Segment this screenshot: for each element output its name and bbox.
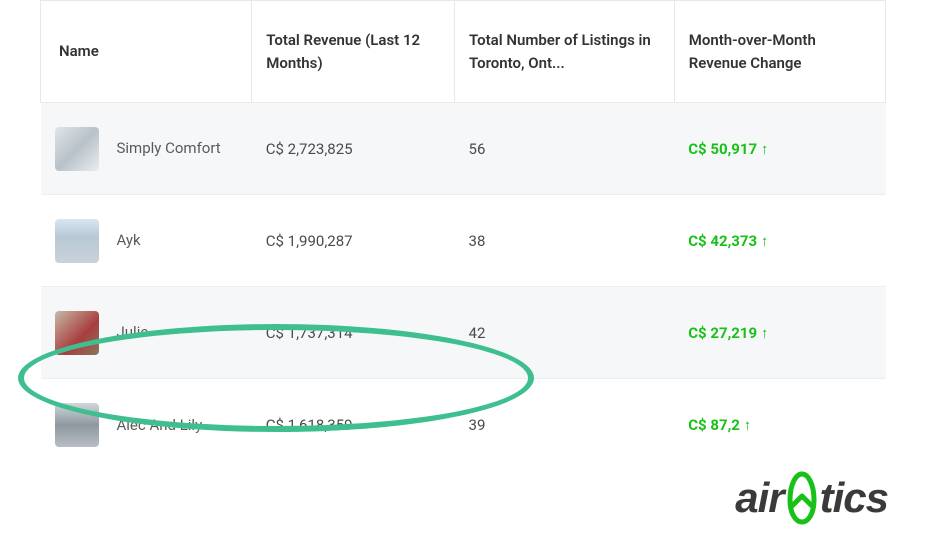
table-row[interactable]: Ayk C$ 1,990,287 38 C$ 42,373 ↑: [41, 195, 886, 287]
listing-thumbnail-icon: [55, 403, 99, 447]
revenue-table: Name Total Revenue (Last 12 Months) Tota…: [40, 0, 886, 471]
revenue-cell: C$ 1,737,314: [252, 287, 455, 379]
table-row[interactable]: Simply Comfort C$ 2,723,825 56 C$ 50,917…: [41, 103, 886, 195]
table-row[interactable]: Alec And Lily C$ 1,618,359 39 C$ 87,2 ↑: [41, 379, 886, 471]
up-arrow-icon: ↑: [761, 232, 769, 250]
listings-cell: 42: [455, 287, 675, 379]
host-name: Julie: [117, 322, 149, 342]
revenue-table-container: Name Total Revenue (Last 12 Months) Tota…: [0, 0, 926, 471]
table-row[interactable]: Julie C$ 1,737,314 42 C$ 27,219 ↑: [41, 287, 886, 379]
col-header-listings[interactable]: Total Number of Listings in Toronto, Ont…: [455, 1, 675, 103]
airbtics-logo: air tics: [735, 474, 888, 522]
listings-cell: 39: [455, 379, 675, 471]
host-name: Ayk: [117, 230, 141, 250]
table-header-row: Name Total Revenue (Last 12 Months) Tota…: [41, 1, 886, 103]
logo-text-right: tics: [820, 474, 888, 522]
up-arrow-icon: ↑: [761, 324, 769, 342]
host-name: Alec And Lily: [117, 415, 203, 435]
revenue-change: C$ 87,2 ↑: [688, 416, 751, 434]
revenue-cell: C$ 1,990,287: [252, 195, 455, 287]
revenue-change: C$ 42,373 ↑: [688, 232, 768, 250]
up-arrow-icon: ↑: [761, 140, 769, 158]
col-header-name[interactable]: Name: [41, 1, 252, 103]
logo-mark-icon: [780, 476, 824, 520]
listings-cell: 38: [455, 195, 675, 287]
revenue-cell: C$ 2,723,825: [252, 103, 455, 195]
table-body: Simply Comfort C$ 2,723,825 56 C$ 50,917…: [41, 103, 886, 471]
listing-thumbnail-icon: [55, 311, 99, 355]
up-arrow-icon: ↑: [744, 416, 752, 434]
revenue-change: C$ 50,917 ↑: [688, 140, 768, 158]
logo-text-left: air: [735, 474, 783, 522]
col-header-change[interactable]: Month-over-Month Revenue Change: [674, 1, 885, 103]
listings-cell: 56: [455, 103, 675, 195]
host-name: Simply Comfort: [117, 138, 221, 158]
listing-thumbnail-icon: [55, 219, 99, 263]
col-header-revenue[interactable]: Total Revenue (Last 12 Months): [252, 1, 455, 103]
listing-thumbnail-icon: [55, 127, 99, 171]
revenue-cell: C$ 1,618,359: [252, 379, 455, 471]
revenue-change: C$ 27,219 ↑: [688, 324, 768, 342]
